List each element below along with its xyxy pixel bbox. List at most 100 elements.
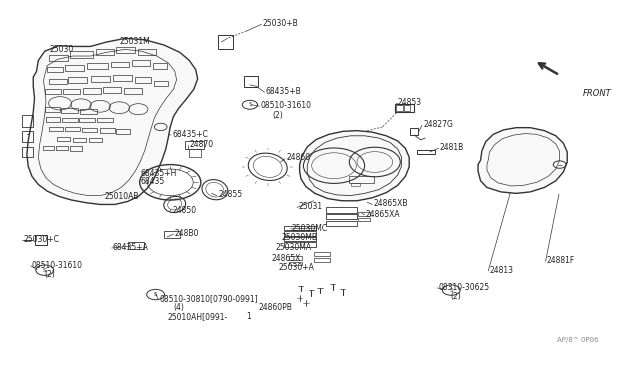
Bar <box>65 127 81 131</box>
Bar <box>61 108 78 113</box>
Text: 25030MC: 25030MC <box>292 224 328 232</box>
Bar <box>63 89 81 94</box>
Bar <box>557 164 561 165</box>
Text: 1: 1 <box>246 312 251 321</box>
Bar <box>47 67 63 72</box>
Bar <box>103 87 121 93</box>
Bar <box>116 129 130 134</box>
Text: 25010AH[0991-: 25010AH[0991- <box>167 312 227 321</box>
Bar <box>70 147 82 151</box>
Bar <box>404 105 410 112</box>
Text: 25031: 25031 <box>298 202 323 211</box>
Bar <box>396 105 403 112</box>
Bar <box>244 76 257 87</box>
Bar <box>22 147 33 157</box>
Bar <box>35 235 47 245</box>
Text: S: S <box>248 102 252 107</box>
Bar <box>127 242 144 249</box>
Text: 24855: 24855 <box>218 190 242 199</box>
Text: 08510-31610: 08510-31610 <box>32 260 83 269</box>
Bar <box>65 65 84 71</box>
Bar <box>49 78 67 84</box>
Text: 25030+B: 25030+B <box>262 19 298 28</box>
Bar <box>79 118 95 122</box>
Bar <box>314 253 330 256</box>
Bar <box>43 146 54 150</box>
Text: 08310-30625: 08310-30625 <box>438 283 490 292</box>
Bar <box>326 221 357 226</box>
Bar <box>70 51 93 58</box>
Bar <box>49 127 63 131</box>
Bar <box>417 150 435 154</box>
Text: 24865XB: 24865XB <box>374 199 408 208</box>
Text: AP/8^ 0P06: AP/8^ 0P06 <box>557 337 598 343</box>
Text: 24881F: 24881F <box>547 256 575 265</box>
Text: 08510-31610: 08510-31610 <box>260 101 312 110</box>
Text: 68435+B: 68435+B <box>266 87 301 96</box>
Bar <box>56 146 68 150</box>
Bar <box>218 35 234 49</box>
Bar <box>135 77 151 83</box>
Bar <box>189 149 201 157</box>
Bar <box>185 141 204 149</box>
Text: 25030+A: 25030+A <box>278 263 314 272</box>
Text: 24865X: 24865X <box>271 254 301 263</box>
Bar <box>90 138 102 142</box>
Text: S: S <box>43 268 47 273</box>
Bar <box>91 76 109 82</box>
Text: 08510-30810[0790-0991]: 08510-30810[0790-0991] <box>159 294 258 303</box>
Text: S: S <box>154 292 157 297</box>
Bar <box>153 63 167 68</box>
Text: (4): (4) <box>173 302 184 312</box>
Bar <box>284 237 316 241</box>
Bar <box>82 128 97 132</box>
Bar <box>96 49 113 55</box>
Text: (2): (2) <box>272 111 283 121</box>
Polygon shape <box>300 131 409 201</box>
Text: 25030+C: 25030+C <box>24 235 60 244</box>
Text: 68435+C: 68435+C <box>172 130 208 139</box>
Bar <box>22 131 33 142</box>
Bar <box>164 231 180 238</box>
Bar <box>138 49 156 55</box>
Bar <box>326 214 357 219</box>
Text: 25030MB: 25030MB <box>282 233 318 242</box>
Bar <box>88 62 108 68</box>
Polygon shape <box>478 128 567 193</box>
Text: 24853: 24853 <box>397 98 422 107</box>
Bar <box>58 137 70 141</box>
Bar <box>284 226 316 230</box>
Text: 24870: 24870 <box>189 140 214 149</box>
Bar <box>284 243 316 247</box>
Bar <box>358 218 370 221</box>
Bar <box>68 77 88 83</box>
Bar <box>83 88 100 94</box>
Bar <box>22 115 33 127</box>
Bar <box>132 61 150 66</box>
Bar <box>124 88 141 94</box>
Text: 248B0: 248B0 <box>175 229 199 238</box>
Bar <box>289 256 302 260</box>
Bar <box>45 107 60 112</box>
Bar <box>45 89 61 94</box>
Bar <box>46 117 60 122</box>
Bar <box>284 231 316 236</box>
Bar <box>49 55 68 61</box>
Bar <box>314 258 330 262</box>
Bar <box>111 62 129 67</box>
Bar <box>73 138 86 142</box>
Text: S: S <box>449 288 453 293</box>
Text: 68435+H: 68435+H <box>140 169 177 177</box>
Text: 25030MA: 25030MA <box>275 243 312 252</box>
Bar <box>326 208 357 212</box>
Bar <box>154 81 168 86</box>
Bar <box>395 104 414 112</box>
Polygon shape <box>27 38 198 205</box>
Bar <box>62 118 78 122</box>
Text: 24850: 24850 <box>172 206 196 215</box>
Text: 25031M: 25031M <box>119 37 150 46</box>
Bar <box>113 75 132 81</box>
Text: 24827G: 24827G <box>423 120 453 129</box>
Bar <box>97 118 113 122</box>
Text: (2): (2) <box>450 292 461 301</box>
